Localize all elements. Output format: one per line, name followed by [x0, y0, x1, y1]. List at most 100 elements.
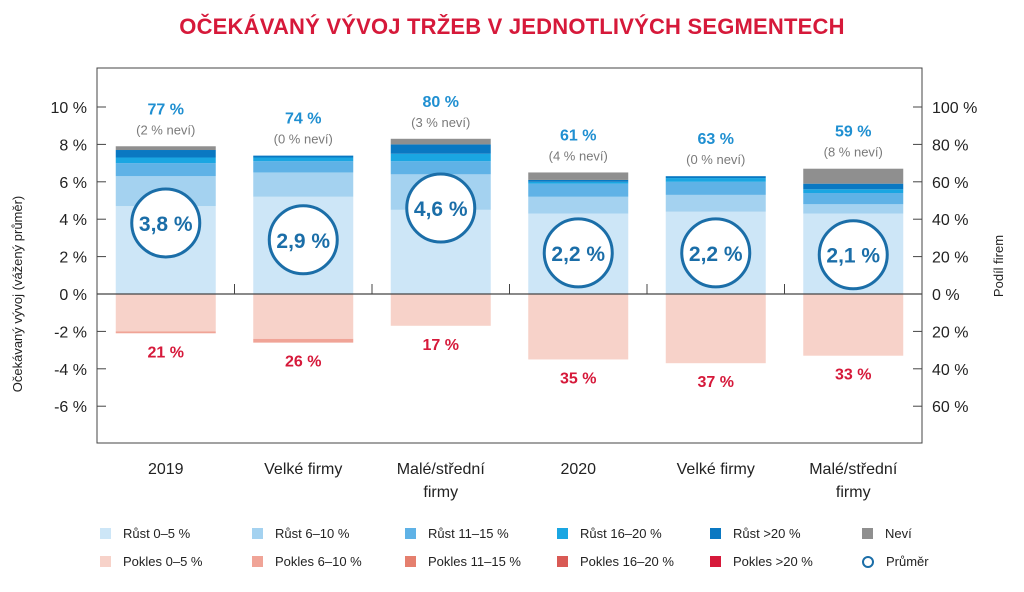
- legend-item: Růst 0–5 %: [100, 526, 190, 541]
- bar-segment-growth: [803, 189, 904, 194]
- bar-segment-growth: [803, 193, 904, 205]
- bar-segment-growth: [528, 183, 629, 197]
- growth-total-label: 59 %: [835, 124, 871, 141]
- bar-segment-growth: [390, 153, 491, 162]
- legend-label: Pokles >20 %: [733, 554, 813, 569]
- category-label: Malé/střední: [809, 461, 898, 478]
- plot-frame: [96, 67, 923, 444]
- bar-segment-growth: [665, 176, 766, 179]
- average-label: 3,8 %: [139, 213, 193, 236]
- category-label: Malé/střední: [397, 461, 486, 478]
- legend-item: Pokles 16–20 %: [557, 554, 674, 569]
- decline-total-label: 26 %: [285, 354, 321, 371]
- right-tick-label: 40 %: [932, 212, 968, 229]
- average-marker: [542, 217, 614, 289]
- decline-total-label: 21 %: [148, 344, 184, 361]
- category-label: 2020: [560, 461, 596, 478]
- bar-segment-growth: [528, 181, 629, 184]
- bar-segment-growth: [803, 168, 904, 184]
- category-label: Velké firmy: [677, 461, 755, 478]
- right-tick-label: 100 %: [932, 100, 977, 117]
- growth-total-label: 77 %: [148, 101, 184, 118]
- left-tick-label: 8 %: [59, 137, 87, 154]
- left-tick-label: 2 %: [59, 250, 87, 267]
- right-axis-title: Podíl firem: [991, 235, 1006, 297]
- average-marker: [130, 187, 202, 259]
- legend-item: Růst >20 %: [710, 526, 801, 541]
- bar-segment-decline: [115, 294, 216, 332]
- legend-item: Pokles >20 %: [710, 554, 813, 569]
- bar-segment-growth: [390, 144, 491, 154]
- legend-swatch: [710, 556, 721, 567]
- bar-segment-decline: [803, 294, 904, 356]
- legend-label: Růst 6–10 %: [275, 526, 350, 541]
- average-label: 2,9 %: [276, 230, 330, 253]
- chart-title: OČEKÁVANÝ VÝVOJ TRŽEB V JEDNOTLIVÝCH SEG…: [179, 14, 845, 39]
- legend-label: Růst 16–20 %: [580, 526, 662, 541]
- category-label-line2: firmy: [836, 484, 871, 501]
- legend-item: Pokles 6–10 %: [252, 554, 362, 569]
- average-label: 2,2 %: [551, 243, 605, 266]
- dont-know-label: (3 % neví): [411, 115, 470, 130]
- right-tick-label: 60 %: [932, 399, 968, 416]
- left-axis-title: Očekávaný vývoj (vážený průměr): [10, 196, 25, 393]
- growth-total-label: 74 %: [285, 111, 321, 128]
- bar-segment-growth: [528, 179, 629, 182]
- legend-item: Pokles 0–5 %: [100, 554, 203, 569]
- decline-total-label: 33 %: [835, 367, 871, 384]
- left-tick-label: -4 %: [54, 362, 87, 379]
- legend-label: Pokles 0–5 %: [123, 554, 203, 569]
- legend-item: Růst 6–10 %: [252, 526, 349, 541]
- legend-label: Růst >20 %: [733, 526, 801, 541]
- bar-segment-decline: [665, 294, 766, 364]
- average-label: 2,2 %: [689, 243, 743, 266]
- legend-item: Neví: [862, 526, 912, 541]
- bar-segment-growth: [115, 150, 216, 158]
- growth-total-label: 61 %: [560, 127, 596, 144]
- legend-swatch: [252, 556, 263, 567]
- dont-know-label: (2 % neví): [136, 122, 195, 137]
- legend-swatch: [862, 528, 873, 539]
- left-tick-label: -6 %: [54, 399, 87, 416]
- category-label: Velké firmy: [264, 461, 342, 478]
- bar-segment-decline: [390, 294, 491, 326]
- decline-total-label: 37 %: [698, 374, 734, 391]
- legend-item: Růst 11–15 %: [405, 526, 509, 541]
- dont-know-label: (4 % neví): [549, 148, 608, 163]
- bar-segment-growth: [803, 183, 904, 190]
- left-tick-label: 0 %: [59, 287, 87, 304]
- legend-swatch: [405, 556, 416, 567]
- bar-segment-growth: [803, 204, 904, 214]
- right-tick-label: 60 %: [932, 175, 968, 192]
- left-tick-label: 6 %: [59, 175, 87, 192]
- bar-segment-decline: [253, 338, 354, 343]
- legend-label: Pokles 6–10 %: [275, 554, 362, 569]
- bar-segment-decline: [253, 294, 354, 339]
- bar-segment-growth: [253, 172, 354, 197]
- right-tick-label: 20 %: [932, 250, 968, 267]
- left-tick-label: 4 %: [59, 212, 87, 229]
- bar-segment-growth: [665, 178, 766, 182]
- legend-average-circle: [862, 555, 874, 568]
- right-tick-label: 20 %: [932, 324, 968, 341]
- legend-swatch: [100, 528, 111, 539]
- dont-know-label: (0 % neví): [686, 152, 745, 167]
- average-marker: [817, 219, 889, 291]
- legend-swatch: [100, 556, 111, 567]
- bar-segment-growth: [115, 157, 216, 164]
- category-label: 2019: [148, 461, 184, 478]
- decline-total-label: 17 %: [423, 337, 459, 354]
- bar-segment-growth: [528, 196, 629, 214]
- legend-label: Neví: [885, 526, 912, 541]
- bar-segment-growth: [390, 138, 491, 145]
- category-label-line2: firmy: [423, 484, 458, 501]
- legend-item: Průměr: [862, 554, 929, 569]
- bar-segment-growth: [115, 146, 216, 151]
- dont-know-label: (8 % neví): [824, 145, 883, 160]
- legend-swatch: [710, 528, 721, 539]
- growth-total-label: 80 %: [423, 94, 459, 111]
- average-marker: [267, 204, 339, 276]
- legend-item: Růst 16–20 %: [557, 526, 662, 541]
- legend-swatch: [557, 556, 568, 567]
- legend-item: Pokles 11–15 %: [405, 554, 521, 569]
